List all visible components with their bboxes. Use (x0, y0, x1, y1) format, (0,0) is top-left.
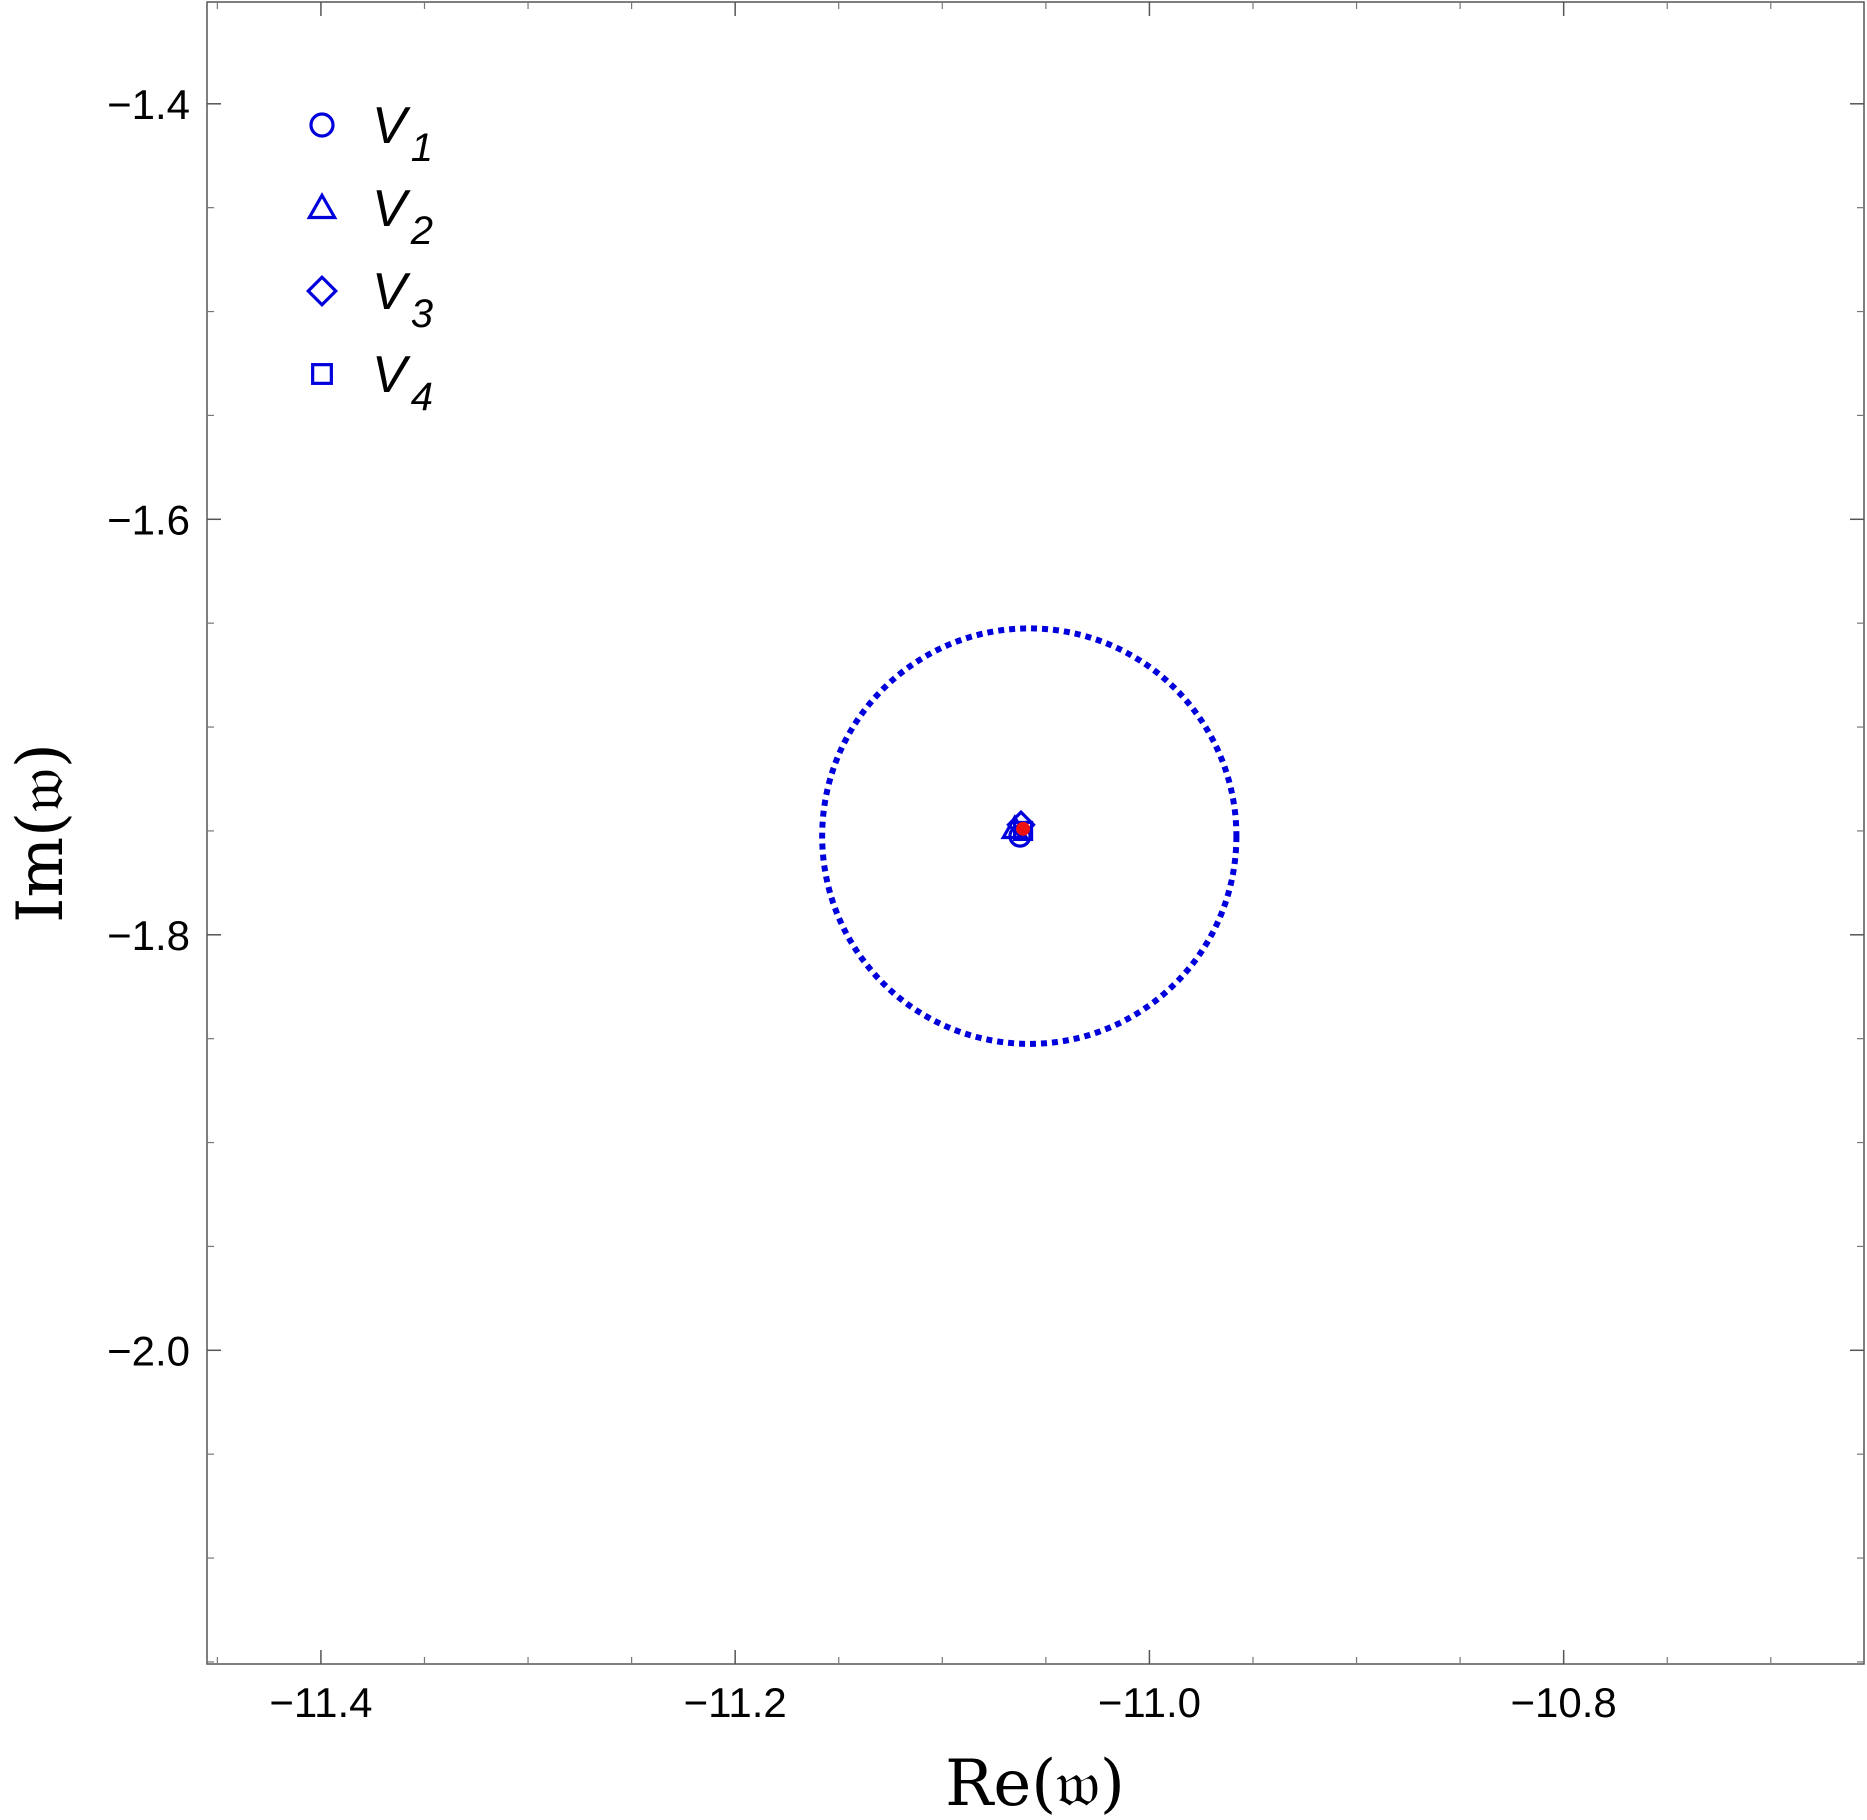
legend-subscript: 2 (410, 209, 433, 253)
x-tick-label: −11.2 (684, 1679, 787, 1726)
legend-subscript: 3 (411, 292, 433, 336)
legend-subscript: 4 (411, 375, 433, 419)
data-points (1000, 809, 1036, 848)
ticks: −11.4 −11.2 −11.0 −10.8 −1.4 −1.6 −1.8 −2.0 (107, 2, 1864, 1726)
y-tick-label: −2.0 (107, 1327, 190, 1374)
y-tick-label: −1.6 (107, 496, 190, 543)
x-tick-label: −11.0 (1098, 1679, 1201, 1726)
reference-point-red (1016, 821, 1031, 836)
legend-marker-square (311, 363, 333, 385)
x-axis-title: Re(𝔴) (945, 1747, 1125, 1820)
x-tick-label: −11.4 (269, 1679, 372, 1726)
legend-marker-triangle (306, 192, 338, 220)
legend-subscript: 1 (411, 126, 433, 170)
contour-circle (819, 625, 1240, 1047)
point-diamond-v3 (1006, 809, 1036, 840)
legend-marker-circle (309, 112, 335, 138)
x-tick-label: −10.8 (1511, 1679, 1617, 1726)
contour-circle-group (819, 625, 1240, 1047)
plot-frame (206, 1, 1865, 1665)
legend-marker-diamond (305, 274, 339, 308)
y-tick-label: −1.4 (107, 81, 190, 128)
y-tick-label: −1.8 (107, 912, 190, 959)
legend: V 1 V 2 V 3 V 4 (305, 97, 433, 419)
y-axis-title: Im(𝔴) (4, 743, 78, 923)
